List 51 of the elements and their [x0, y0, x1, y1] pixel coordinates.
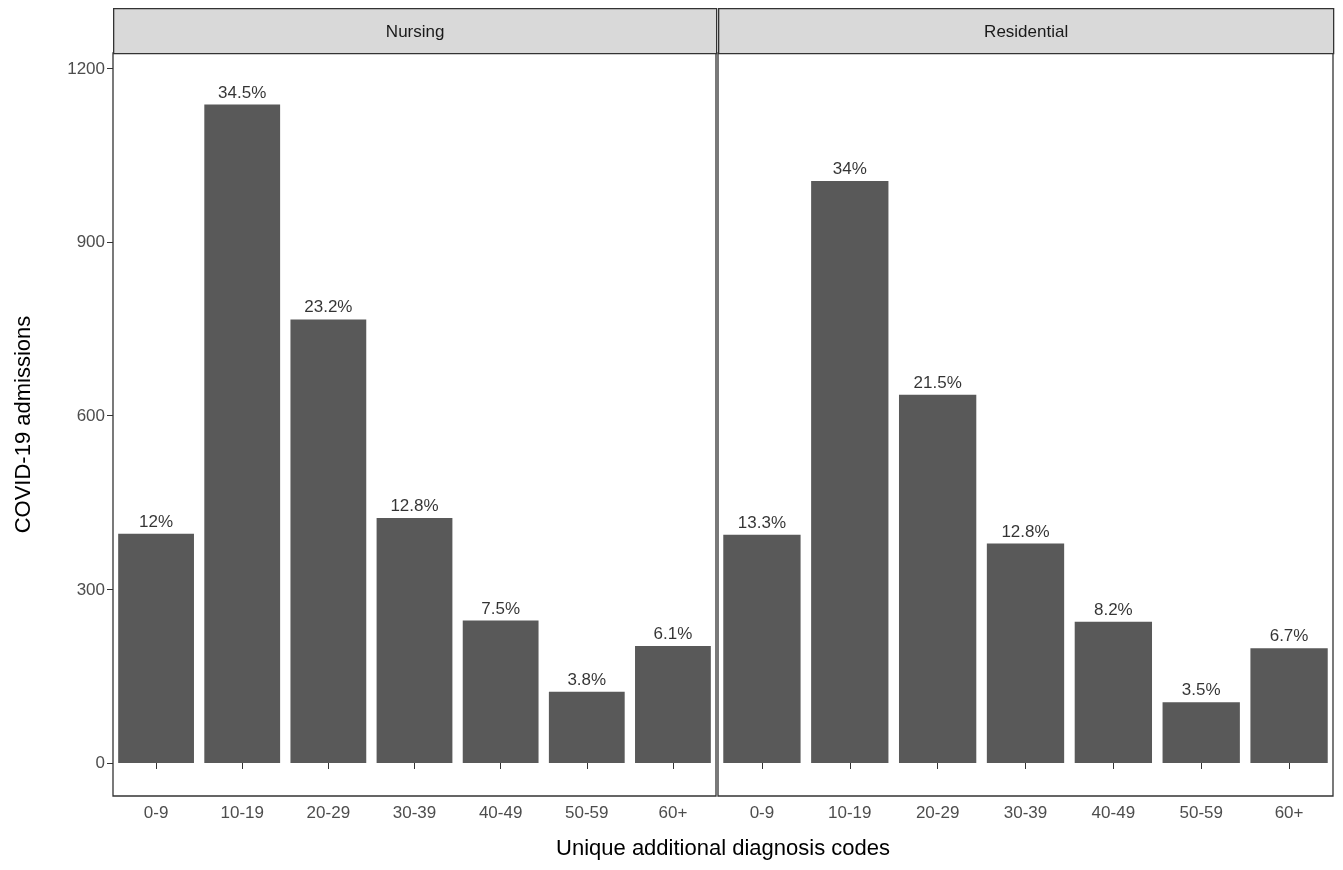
- annotation: 34%: [832, 158, 867, 178]
- annotation: 8.2%: [1093, 599, 1133, 619]
- chart-title: Residential: [984, 21, 1069, 41]
- bar: [986, 543, 1065, 763]
- x-tick-label: 30-39: [392, 803, 437, 822]
- annotation: 23.2%: [304, 297, 353, 317]
- annotation: 21.5%: [913, 372, 962, 392]
- x-tick-label: 0-9: [749, 803, 775, 822]
- annotation: 34.5%: [218, 82, 267, 102]
- y-axis-title: COVID-19 admissions: [9, 315, 35, 534]
- x-tick-label: 50-59: [565, 803, 609, 822]
- annotation: 7.5%: [481, 598, 521, 618]
- x-tick-label: 60+: [658, 803, 688, 822]
- annotation: 3.8%: [567, 669, 607, 689]
- annotation: 13.3%: [737, 512, 787, 532]
- bar: [204, 104, 281, 763]
- bar: [1250, 648, 1328, 763]
- bar: [548, 691, 625, 763]
- bar: [723, 534, 801, 763]
- bar: [376, 518, 453, 763]
- bar: [898, 394, 977, 763]
- x-axis-title: Unique additional diagnosis codes: [555, 835, 891, 861]
- y-tick-label: 1200: [67, 58, 105, 78]
- bar: [1162, 702, 1240, 763]
- annotation: 6.1%: [653, 624, 693, 644]
- annotation: 12.8%: [390, 496, 439, 516]
- annotation: 6.7%: [1269, 626, 1309, 646]
- x-tick-label: 50-59: [1179, 803, 1223, 822]
- y-tick-label: 300: [76, 579, 105, 599]
- annotation: 12%: [139, 511, 174, 531]
- x-tick-label: 0-9: [143, 803, 169, 822]
- x-tick-label: 10-19: [220, 803, 264, 822]
- y-tick-label: 900: [76, 232, 105, 252]
- x-tick-label: 20-29: [915, 803, 960, 822]
- y-tick-label: 600: [76, 406, 105, 426]
- x-tick-label: 40-49: [478, 803, 523, 822]
- annotation: 3.5%: [1181, 680, 1221, 700]
- bar: [635, 646, 711, 763]
- chart-title: Nursing: [385, 21, 445, 41]
- bar: [811, 180, 889, 763]
- x-tick-label: 30-39: [1003, 803, 1048, 822]
- bar: [1074, 621, 1153, 763]
- bar: [118, 533, 194, 763]
- x-tick-label: 60+: [1274, 803, 1304, 822]
- x-tick-label: 10-19: [828, 803, 872, 822]
- annotation: 12.8%: [1001, 521, 1050, 541]
- bar: [462, 620, 539, 763]
- x-tick-label: 40-49: [1091, 803, 1136, 822]
- x-tick-label: 20-29: [306, 803, 351, 822]
- y-tick-label: 0: [95, 753, 105, 773]
- bar: [290, 319, 367, 763]
